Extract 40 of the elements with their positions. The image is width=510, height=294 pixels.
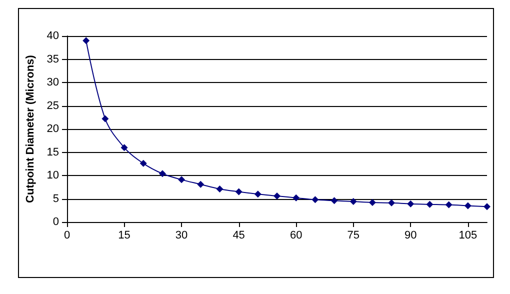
point: [350, 198, 357, 206]
point: [158, 170, 166, 178]
x-tick-label: 90: [404, 230, 417, 242]
point: [312, 196, 319, 204]
y-tick-label: 20: [46, 123, 59, 135]
y-tick-label: 25: [46, 100, 59, 112]
point: [140, 160, 147, 167]
point: [235, 188, 242, 196]
x-tick-label: 75: [347, 230, 360, 242]
x-tick-label: 105: [458, 230, 478, 242]
y-tick-label: 10: [46, 170, 59, 182]
x-tick-label: 45: [232, 230, 245, 242]
point: [445, 201, 452, 208]
y-tick-label: 5: [52, 192, 59, 205]
x-tick-label: 0: [64, 230, 70, 242]
x-tick-label: 60: [290, 230, 302, 242]
point: [120, 144, 128, 152]
point: [197, 180, 204, 188]
y-tick-label: 35: [46, 53, 59, 66]
point: [254, 190, 262, 198]
point: [178, 176, 186, 184]
point: [330, 197, 338, 204]
point: [102, 115, 109, 122]
point: [484, 203, 490, 210]
point: [388, 199, 396, 206]
point: [82, 37, 90, 44]
y-tick-label: 40: [46, 30, 59, 42]
point: [368, 198, 376, 206]
point: [274, 192, 280, 200]
y-tick-label: 30: [46, 76, 59, 88]
y-tick-label: 15: [46, 146, 59, 158]
point: [464, 202, 472, 210]
x-tick-label: 15: [118, 230, 130, 242]
y-tick-label: 0: [52, 216, 59, 228]
y-axis-title: Cutpoint Diameter (Microns): [24, 54, 36, 203]
point: [426, 200, 434, 208]
point: [292, 194, 300, 202]
point: [216, 185, 224, 192]
point: [407, 200, 414, 208]
x-tick-label: 30: [175, 230, 188, 242]
